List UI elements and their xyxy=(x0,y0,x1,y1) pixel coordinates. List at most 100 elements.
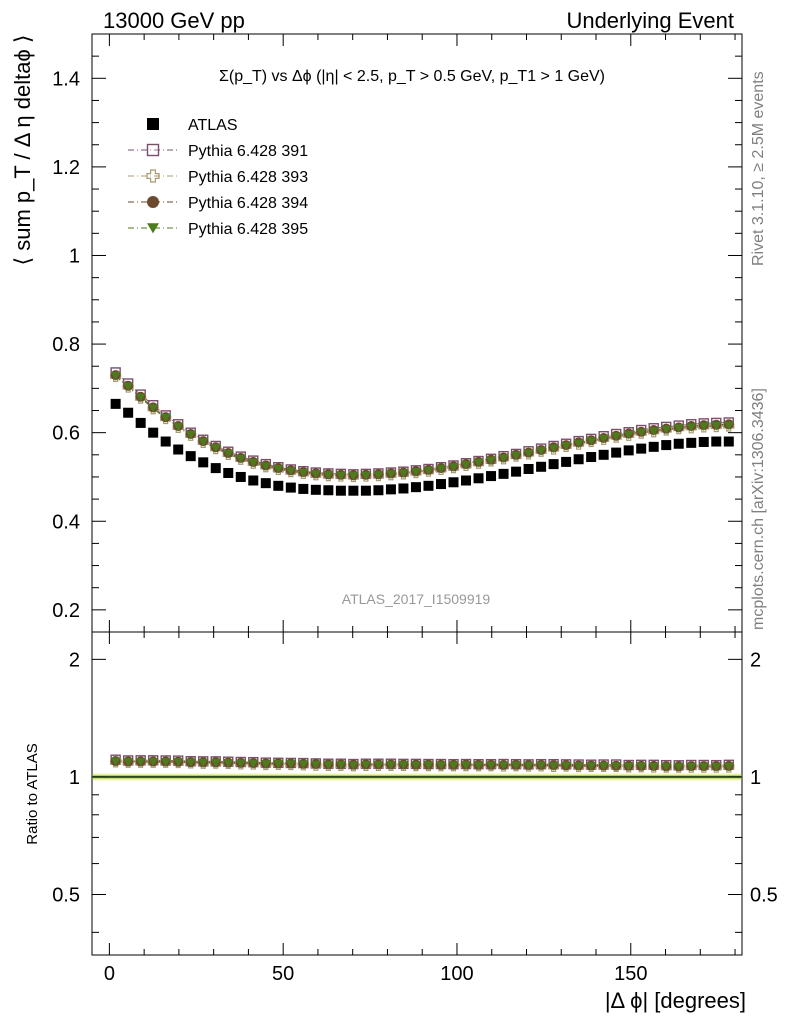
main-y-tick-label: 0.8 xyxy=(52,334,80,356)
ratio-point-pythia-6-428-395 xyxy=(661,762,672,772)
ratio-point-pythia-6-428-395 xyxy=(423,761,434,770)
ratio-point-pythia-6-428-395 xyxy=(210,758,221,768)
ratio-point-pythia-6-428-395 xyxy=(398,761,409,770)
point-pythia-6-428-395 xyxy=(348,472,359,481)
ratio-y-tick-label-right: 1 xyxy=(750,767,761,789)
point-pythia-6-428-395 xyxy=(636,428,647,438)
point-atlas xyxy=(698,436,709,447)
ratio-point-pythia-6-428-395 xyxy=(623,762,634,772)
ratio-point-pythia-6-428-395 xyxy=(711,763,722,772)
point-pythia-6-428-395 xyxy=(298,468,309,478)
ratio-point-pythia-6-428-395 xyxy=(486,761,497,770)
point-atlas xyxy=(498,468,509,479)
point-atlas xyxy=(198,457,209,468)
ratio-point-pythia-6-428-395 xyxy=(598,762,609,771)
point-atlas xyxy=(598,449,609,460)
legend-label-pythia-6-428-395: Pythia 6.428 395 xyxy=(188,221,308,238)
point-pythia-6-428-395 xyxy=(523,449,534,458)
point-pythia-6-428-395 xyxy=(698,422,709,431)
ratio-point-pythia-6-428-395 xyxy=(385,761,396,770)
main-axes: 0.2 0.4 0.6 0.8 1 1.2 1.4 xyxy=(52,33,743,633)
point-pythia-6-428-395 xyxy=(260,462,271,471)
ratio-point-pythia-6-428-395 xyxy=(448,761,459,770)
x-tick-label: 0 xyxy=(104,963,115,985)
point-pythia-6-428-395 xyxy=(148,404,159,413)
ratio-y-tick-label-right: 0.5 xyxy=(750,885,778,907)
point-atlas xyxy=(573,454,584,465)
point-pythia-6-428-395 xyxy=(423,466,434,476)
point-atlas xyxy=(636,443,647,454)
point-atlas xyxy=(398,483,409,494)
main-y-tick-label: 0.6 xyxy=(52,423,80,445)
point-pythia-6-428-395 xyxy=(561,441,572,451)
point-pythia-6-428-395 xyxy=(285,467,296,476)
point-pythia-6-428-395 xyxy=(473,458,484,468)
point-atlas xyxy=(223,467,234,478)
x-tick-label: 100 xyxy=(440,963,473,985)
point-atlas xyxy=(723,436,734,447)
ratio-points xyxy=(110,754,735,773)
point-pythia-6-428-395 xyxy=(673,424,684,433)
point-atlas xyxy=(248,475,259,486)
x-tick-label: 50 xyxy=(272,963,294,985)
legend-marker-pythia-6-428-394 xyxy=(147,196,159,208)
point-atlas xyxy=(473,473,484,484)
ratio-point-pythia-6-428-395 xyxy=(686,762,697,772)
ratio-point-pythia-6-428-395 xyxy=(123,757,134,767)
legend-marker-pythia-6-428-393 xyxy=(146,169,160,183)
point-atlas xyxy=(385,484,396,495)
ratio-point-pythia-6-428-395 xyxy=(348,761,359,770)
ratio-point-pythia-6-428-395 xyxy=(248,759,259,769)
point-atlas xyxy=(123,407,134,418)
point-pythia-6-428-395 xyxy=(310,470,321,479)
ratio-point-pythia-6-428-395 xyxy=(523,761,534,771)
legend: ATLAS Pythia 6.428 391 Pythia 6.428 393 Pyt… xyxy=(128,117,308,238)
point-atlas xyxy=(711,436,722,447)
point-pythia-6-428-395 xyxy=(173,422,184,432)
ratio-y-axis-label: Ratio to ATLAS xyxy=(24,743,41,844)
ratio-y-tick-label: 1 xyxy=(69,767,80,789)
point-pythia-6-428-395 xyxy=(323,471,334,480)
ratio-point-pythia-6-428-395 xyxy=(160,758,171,767)
point-pythia-6-428-395 xyxy=(611,432,622,442)
ratio-point-pythia-6-428-395 xyxy=(673,762,684,772)
legend-label-pythia-6-428-394: Pythia 6.428 394 xyxy=(188,195,308,212)
point-atlas xyxy=(561,456,572,467)
point-pythia-6-428-395 xyxy=(360,471,371,481)
point-pythia-6-428-395 xyxy=(273,464,284,474)
point-pythia-6-428-395 xyxy=(160,414,171,423)
main-y-tick-label: 0.4 xyxy=(52,511,80,533)
x-axis-label: |Δ ϕ| [degrees] xyxy=(605,988,746,1013)
main-y-tick-label: 0.2 xyxy=(52,600,80,622)
legend-marker-atlas xyxy=(147,118,159,130)
legend-marker-pythia-6-428-395 xyxy=(147,223,159,234)
header-right: Underlying Event xyxy=(566,8,734,33)
ratio-point-pythia-6-428-395 xyxy=(511,761,522,770)
point-pythia-6-428-395 xyxy=(110,371,121,381)
point-pythia-6-428-395 xyxy=(686,423,697,432)
ratio-point-pythia-6-428-395 xyxy=(185,758,196,768)
ratio-point-pythia-6-428-395 xyxy=(285,760,296,769)
point-pythia-6-428-395 xyxy=(548,444,559,454)
ratio-axes: 0 50 100 150 0.5 0.5 1 1 2 2 xyxy=(52,631,778,985)
ratio-point-pythia-6-428-395 xyxy=(473,761,484,770)
ratio-point-pythia-6-428-395 xyxy=(698,762,709,772)
point-pythia-6-428-395 xyxy=(448,463,459,472)
ratio-point-pythia-6-428-395 xyxy=(360,760,371,770)
ratio-y-tick-label-right: 2 xyxy=(750,649,761,671)
point-pythia-6-428-395 xyxy=(536,446,547,456)
ratio-point-pythia-6-428-395 xyxy=(335,760,346,770)
ratio-point-pythia-6-428-395 xyxy=(410,761,421,770)
point-atlas xyxy=(548,459,559,470)
point-atlas xyxy=(310,484,321,495)
point-pythia-6-428-395 xyxy=(410,468,421,477)
ratio-point-pythia-6-428-395 xyxy=(135,757,146,767)
point-atlas xyxy=(235,471,246,482)
ratio-point-pythia-6-428-395 xyxy=(148,757,159,767)
point-atlas xyxy=(686,437,697,448)
x-tick-label: 150 xyxy=(614,963,647,985)
ratio-point-pythia-6-428-395 xyxy=(573,762,584,771)
point-atlas xyxy=(185,451,196,462)
ratio-point-pythia-6-428-395 xyxy=(435,761,446,770)
